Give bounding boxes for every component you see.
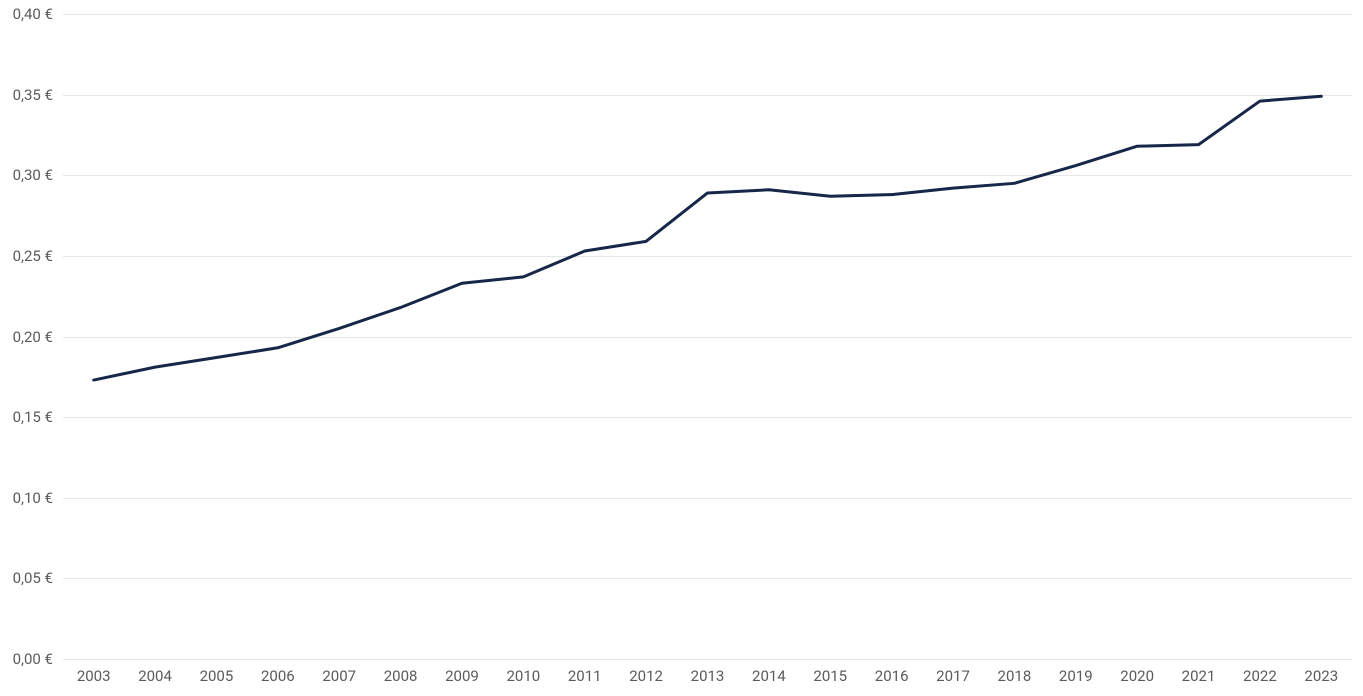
series-line-price — [94, 96, 1322, 380]
x-tick-label: 2010 — [506, 667, 540, 685]
y-tick-label: 0,10 € — [0, 489, 53, 507]
y-tick-label: 0,20 € — [0, 328, 53, 346]
x-tick-label: 2013 — [691, 667, 725, 685]
x-tick-label: 2015 — [813, 667, 847, 685]
y-tick-label: 0,00 € — [0, 650, 53, 668]
x-tick-label: 2011 — [568, 667, 602, 685]
price-line-chart: 0,00 € 0,05 € 0,10 € 0,15 € 0,20 € 0,25 € 0,30… — [0, 0, 1363, 696]
x-tick-label: 2008 — [384, 667, 418, 685]
x-tick-label: 2012 — [629, 667, 663, 685]
plot-area: 0,00 €0,05 €0,10 €0,15 €0,20 €0,25 €0,30… — [63, 14, 1352, 659]
x-tick-label: 2006 — [261, 667, 295, 685]
y-tick-label: 0,35 € — [0, 86, 53, 104]
x-tick-label: 2016 — [875, 667, 909, 685]
x-tick-label: 2009 — [445, 667, 479, 685]
x-tick-label: 2014 — [752, 667, 786, 685]
x-tick-label: 2020 — [1120, 667, 1154, 685]
x-tick-label: 2021 — [1182, 667, 1216, 685]
y-tick-label: 0,25 € — [0, 247, 53, 265]
gridline — [63, 659, 1352, 660]
x-tick-label: 2023 — [1304, 667, 1338, 685]
x-tick-label: 2007 — [322, 667, 356, 685]
x-tick-label: 2017 — [936, 667, 970, 685]
y-tick-label: 0,05 € — [0, 569, 53, 587]
x-tick-label: 2022 — [1243, 667, 1277, 685]
y-tick-label: 0,30 € — [0, 166, 53, 184]
y-tick-label: 0,40 € — [0, 5, 53, 23]
line-layer — [63, 14, 1352, 659]
x-tick-label: 2019 — [1059, 667, 1093, 685]
y-tick-label: 0,15 € — [0, 408, 53, 426]
x-tick-label: 2005 — [200, 667, 234, 685]
x-tick-label: 2003 — [77, 667, 111, 685]
x-tick-label: 2004 — [138, 667, 172, 685]
x-tick-label: 2018 — [998, 667, 1032, 685]
